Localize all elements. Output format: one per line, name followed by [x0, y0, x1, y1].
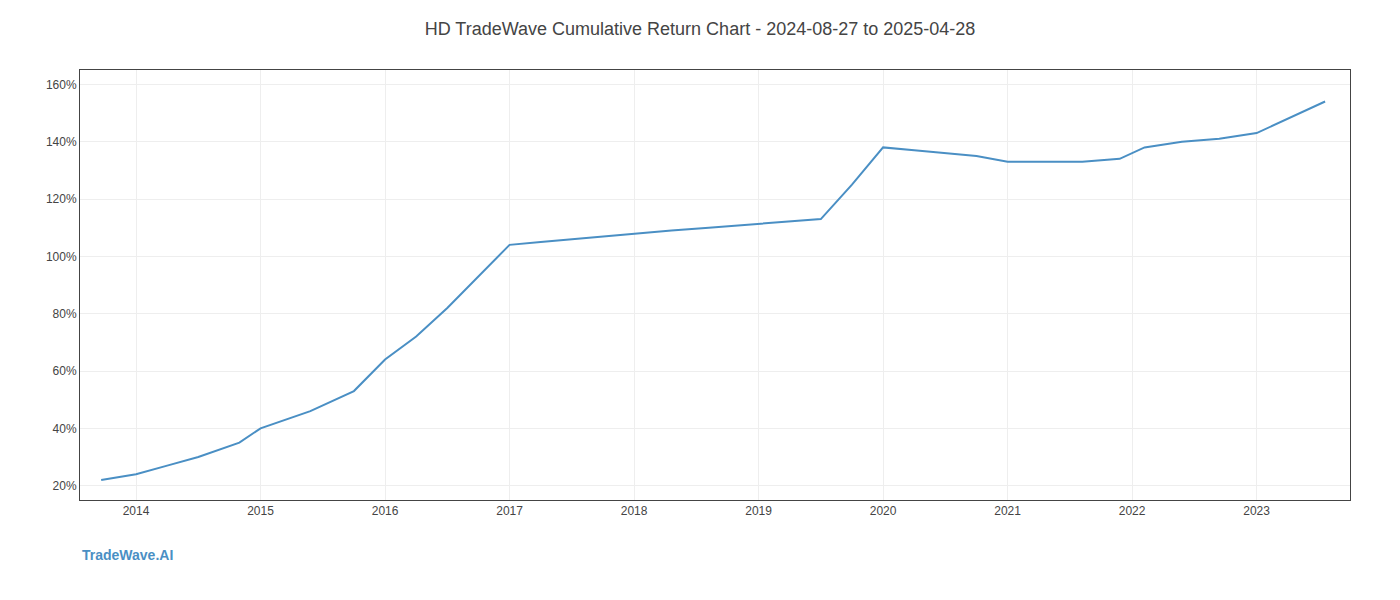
svg-text:2018: 2018 — [621, 504, 648, 518]
svg-text:2022: 2022 — [1119, 504, 1146, 518]
svg-text:120%: 120% — [46, 192, 77, 206]
svg-text:HD TradeWave Cumulative Return: HD TradeWave Cumulative Return Chart - 2… — [425, 19, 976, 39]
svg-text:2020: 2020 — [870, 504, 897, 518]
svg-text:2019: 2019 — [745, 504, 772, 518]
svg-text:2015: 2015 — [247, 504, 274, 518]
svg-text:140%: 140% — [46, 135, 77, 149]
svg-text:2023: 2023 — [1243, 504, 1270, 518]
svg-text:2017: 2017 — [496, 504, 523, 518]
svg-text:100%: 100% — [46, 250, 77, 264]
svg-text:2021: 2021 — [994, 504, 1021, 518]
svg-text:TradeWave.AI: TradeWave.AI — [82, 547, 173, 563]
svg-text:60%: 60% — [53, 364, 77, 378]
svg-text:2014: 2014 — [123, 504, 150, 518]
svg-text:80%: 80% — [53, 307, 77, 321]
svg-text:40%: 40% — [53, 422, 77, 436]
svg-text:20%: 20% — [53, 479, 77, 493]
svg-text:2016: 2016 — [372, 504, 399, 518]
svg-text:160%: 160% — [46, 78, 77, 92]
